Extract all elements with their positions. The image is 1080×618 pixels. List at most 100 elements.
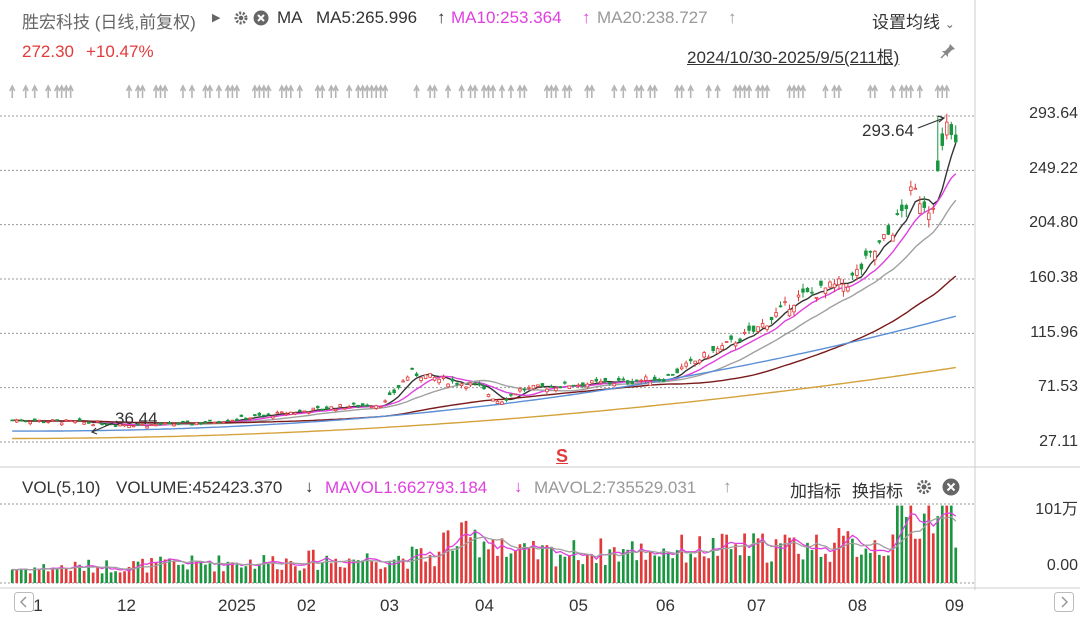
volume-bar — [675, 550, 679, 583]
arrow-up-icon: ↑ — [728, 8, 737, 27]
volume-bar — [28, 573, 32, 583]
event-mark-icon — [233, 84, 241, 98]
volume-bar — [361, 560, 365, 583]
gear-icon[interactable] — [915, 478, 933, 496]
date-range-link[interactable]: 2024/10/30-2025/9/5(211根) — [687, 48, 900, 67]
candle-body — [383, 400, 387, 403]
volume-bar — [922, 513, 926, 583]
volume-bar — [761, 533, 764, 583]
y-tick-label: 249.22 — [1029, 160, 1078, 177]
candle-body — [954, 134, 958, 143]
scroll-right-button[interactable] — [1054, 592, 1074, 612]
x-tick-label: 12 — [117, 596, 136, 615]
candle-body — [513, 393, 518, 396]
volume-bar — [460, 522, 463, 583]
chevron-down-icon: ⌄ — [944, 17, 955, 31]
triangle-right-icon[interactable]: ▶ — [212, 12, 221, 24]
volume-bar — [240, 567, 243, 583]
volume-bar — [406, 568, 409, 583]
ma-settings-button[interactable]: 设置均线 ⌄ — [872, 8, 955, 33]
ma5-value: MA5:265.996 — [316, 8, 418, 27]
event-mark-icon — [31, 84, 38, 98]
candle-body — [212, 421, 217, 424]
event-mark-icon — [633, 84, 640, 98]
gear-icon[interactable] — [233, 10, 249, 26]
close-icon[interactable] — [253, 10, 269, 26]
candle-body — [801, 288, 805, 293]
scroll-left-button[interactable] — [14, 592, 34, 612]
volume-bar — [325, 555, 329, 583]
candle-body — [621, 378, 626, 381]
volume-bar — [374, 562, 378, 583]
candle-body — [410, 367, 414, 370]
x-tick-label: 02 — [297, 596, 316, 615]
x-tick-label: 06 — [656, 596, 675, 615]
candle-body — [661, 379, 666, 382]
candle-body — [311, 407, 316, 411]
volume-bar — [451, 550, 454, 583]
candle-body — [545, 388, 549, 393]
candle-body — [828, 281, 832, 288]
volume-bar — [258, 564, 261, 583]
volume-bar — [159, 556, 162, 583]
volume-bar — [554, 566, 558, 583]
event-mark-icon — [759, 84, 766, 98]
event-mark-icon — [363, 84, 371, 98]
volume-bar — [954, 547, 958, 583]
pin-icon[interactable] — [939, 42, 957, 60]
event-mark-icon — [224, 84, 232, 98]
volume-indicator-title[interactable]: VOL(5,10) — [22, 478, 101, 497]
candle-body — [922, 201, 927, 208]
volume-bar — [37, 568, 41, 583]
volume-bar — [572, 540, 576, 583]
event-mark-icon — [381, 84, 389, 98]
volume-bar — [527, 548, 531, 583]
candle-body — [599, 380, 603, 384]
event-mark-icon — [471, 84, 479, 98]
event-mark-icon — [287, 84, 295, 98]
candle-body — [940, 133, 945, 146]
candle-body — [724, 341, 729, 343]
x-tick-label: 09 — [945, 596, 964, 615]
volume-bar — [397, 555, 400, 583]
candle-body — [86, 421, 91, 424]
volume-bar — [253, 568, 257, 583]
event-mark-icon — [620, 84, 627, 98]
stock-title[interactable]: 胜宏科技 (日线,前复权) — [22, 13, 196, 32]
volume-bar — [10, 569, 14, 583]
candle-body — [347, 406, 351, 409]
candle-body — [194, 422, 199, 426]
candle-body — [648, 381, 652, 386]
volume-bar — [882, 556, 886, 583]
candle-body — [612, 382, 617, 387]
candle-body — [491, 398, 495, 402]
candle-body — [302, 410, 307, 413]
candle-body — [688, 358, 693, 362]
event-mark-icon — [372, 84, 380, 98]
sell-marker[interactable]: S — [556, 446, 569, 466]
candle-body — [432, 376, 437, 381]
close-icon[interactable] — [942, 478, 960, 496]
high-arrow-head — [937, 115, 946, 123]
volume-bar — [168, 558, 171, 583]
volume-bar — [190, 555, 194, 583]
volume-bar — [186, 569, 189, 583]
event-mark-icon — [431, 84, 438, 98]
add-indicator-button[interactable]: 加指标 — [790, 482, 841, 501]
event-mark-icon — [179, 84, 187, 98]
volume-bar — [244, 566, 248, 583]
candle-body — [643, 376, 648, 381]
candle-body — [679, 366, 684, 370]
volume-bar — [150, 558, 153, 583]
high-annotation: 293.64 — [862, 121, 914, 140]
volume-bar — [280, 569, 284, 583]
event-mark-icon — [480, 84, 488, 98]
y-tick-label: 115.96 — [1030, 324, 1078, 341]
candle-body — [684, 362, 688, 367]
candle-body — [819, 280, 823, 286]
candle-body — [563, 381, 567, 384]
candle-body — [32, 418, 37, 422]
switch-indicator-button[interactable]: 换指标 — [852, 482, 903, 501]
volume-bar — [181, 564, 185, 583]
